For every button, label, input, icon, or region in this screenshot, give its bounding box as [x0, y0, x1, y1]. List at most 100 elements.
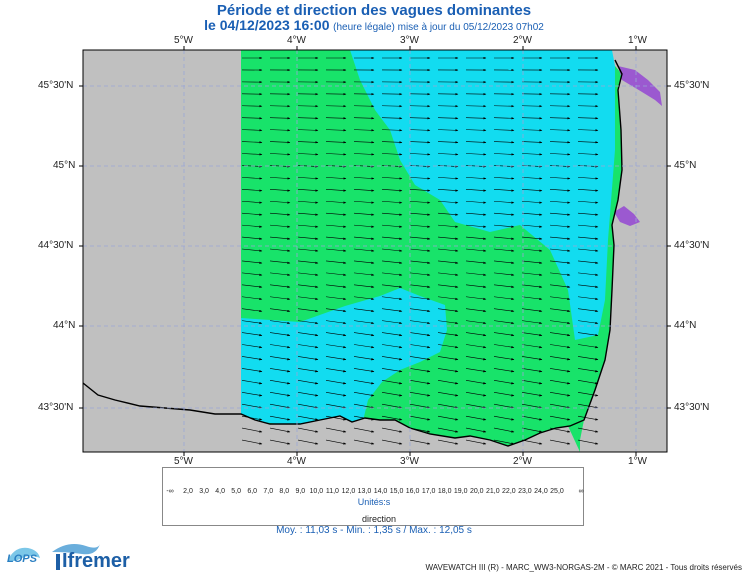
direction-arrow	[325, 380, 347, 385]
direction-arrow	[297, 248, 319, 252]
update-note: (heure légale) mise à jour du 05/12/2023…	[333, 22, 544, 33]
lon-label-bottom-3w: 3°W	[400, 456, 419, 467]
direction-arrow	[269, 272, 291, 277]
direction-arrow	[409, 141, 431, 144]
direction-arrow	[409, 344, 431, 349]
direction-arrow	[325, 236, 347, 240]
direction-arrow	[437, 415, 459, 421]
direction-arrow	[409, 368, 431, 373]
direction-arrow	[241, 129, 263, 132]
direction-arrow	[549, 248, 571, 252]
date-line: le 04/12/2023 16:00	[204, 17, 330, 33]
direction-arrow	[465, 177, 487, 180]
direction-arrow	[521, 260, 543, 264]
direction-arrow	[409, 200, 431, 204]
direction-arrow	[325, 224, 347, 228]
direction-arrow	[297, 224, 319, 228]
direction-arrow	[297, 391, 319, 397]
direction-arrow	[521, 248, 543, 252]
legend-units: Unités:s	[357, 497, 391, 507]
direction-arrow	[269, 153, 291, 156]
direction-arrow	[409, 391, 431, 397]
direction-arrow	[297, 356, 319, 361]
direction-arrow	[381, 177, 403, 180]
direction-arrow	[493, 308, 515, 313]
direction-arrow	[353, 332, 375, 337]
direction-arrow	[493, 260, 515, 264]
lops-logo-text: LOPS	[7, 553, 38, 565]
direction-arrow	[381, 260, 403, 264]
direction-arrow	[269, 308, 291, 313]
direction-arrow	[381, 439, 403, 445]
lat-label-left-4430: 44°30'N	[38, 240, 74, 251]
direction-arrow	[577, 296, 599, 301]
direction-arrow	[465, 117, 487, 120]
direction-arrow	[521, 284, 543, 289]
direction-arrow	[353, 129, 375, 132]
direction-arrow	[353, 296, 375, 301]
direction-arrow	[241, 117, 263, 120]
legend-tick-label: 21,0	[486, 488, 500, 495]
direction-arrow	[241, 391, 263, 397]
direction-arrow	[409, 356, 431, 361]
direction-arrow	[493, 320, 515, 325]
legend-tick-label: 4,0	[215, 488, 225, 495]
direction-arrow	[241, 308, 263, 313]
direction-arrow	[437, 117, 459, 120]
direction-arrow	[269, 356, 291, 361]
direction-arrow	[521, 153, 543, 156]
direction-arrow	[577, 356, 599, 361]
direction-arrow	[577, 153, 599, 156]
legend-max-label: ∞	[578, 488, 584, 495]
legend-tick-label: 3,0	[199, 488, 209, 495]
direction-arrow	[297, 439, 319, 445]
legend-tick-label: 15,0	[389, 488, 404, 495]
direction-arrow	[297, 129, 319, 132]
direction-arrow	[493, 117, 515, 120]
direction-arrow	[325, 212, 347, 216]
direction-arrow	[577, 403, 599, 409]
direction-arrow	[353, 212, 375, 216]
direction-arrow	[269, 260, 291, 264]
lon-label-top-4w: 4°W	[287, 35, 306, 46]
direction-arrow	[437, 427, 459, 433]
direction-arrow	[325, 332, 347, 337]
direction-arrow	[381, 129, 403, 132]
direction-arrow	[241, 212, 263, 216]
direction-arrow	[465, 427, 487, 433]
lat-label-right-4430: 44°30'N	[674, 240, 710, 251]
direction-arrow	[409, 439, 431, 445]
direction-arrow	[297, 141, 319, 144]
direction-arrow	[577, 189, 599, 192]
direction-arrow	[577, 224, 599, 228]
direction-arrow	[241, 141, 263, 144]
direction-arrow	[549, 260, 571, 264]
direction-arrow	[521, 320, 543, 325]
lon-label-bottom-5w: 5°W	[174, 456, 193, 467]
direction-arrow	[465, 403, 487, 409]
direction-arrow	[269, 177, 291, 180]
direction-arrow	[465, 284, 487, 289]
direction-arrow	[577, 427, 599, 433]
direction-arrow	[297, 403, 319, 409]
direction-arrow	[353, 260, 375, 264]
legend-tick-label: 2,0	[183, 488, 193, 495]
direction-arrow	[325, 356, 347, 361]
legend-tick-label: 12,0	[341, 488, 356, 495]
direction-arrow	[241, 356, 263, 361]
direction-arrow	[549, 356, 571, 361]
direction-arrow	[437, 153, 459, 156]
direction-arrow	[549, 380, 571, 385]
direction-arrow	[353, 439, 375, 445]
map-subtitle: le 04/12/2023 16:00 (heure légale) mise …	[0, 17, 748, 33]
direction-arrow	[381, 332, 403, 337]
legend-tick-label: 9,0	[295, 488, 306, 495]
direction-arrow	[269, 403, 291, 409]
direction-arrow	[549, 439, 571, 445]
direction-arrow	[325, 117, 347, 120]
direction-arrow	[325, 368, 347, 373]
direction-arrow	[381, 153, 403, 156]
direction-arrow	[409, 177, 431, 180]
arcachon-basin	[614, 206, 640, 226]
direction-arrow	[297, 308, 319, 313]
